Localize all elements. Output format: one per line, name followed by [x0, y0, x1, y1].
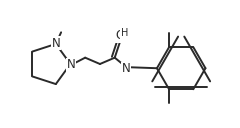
Text: N: N: [51, 37, 60, 50]
Text: H: H: [121, 28, 128, 38]
Text: O: O: [115, 29, 125, 42]
Text: N: N: [67, 58, 76, 71]
Text: N: N: [122, 62, 131, 75]
